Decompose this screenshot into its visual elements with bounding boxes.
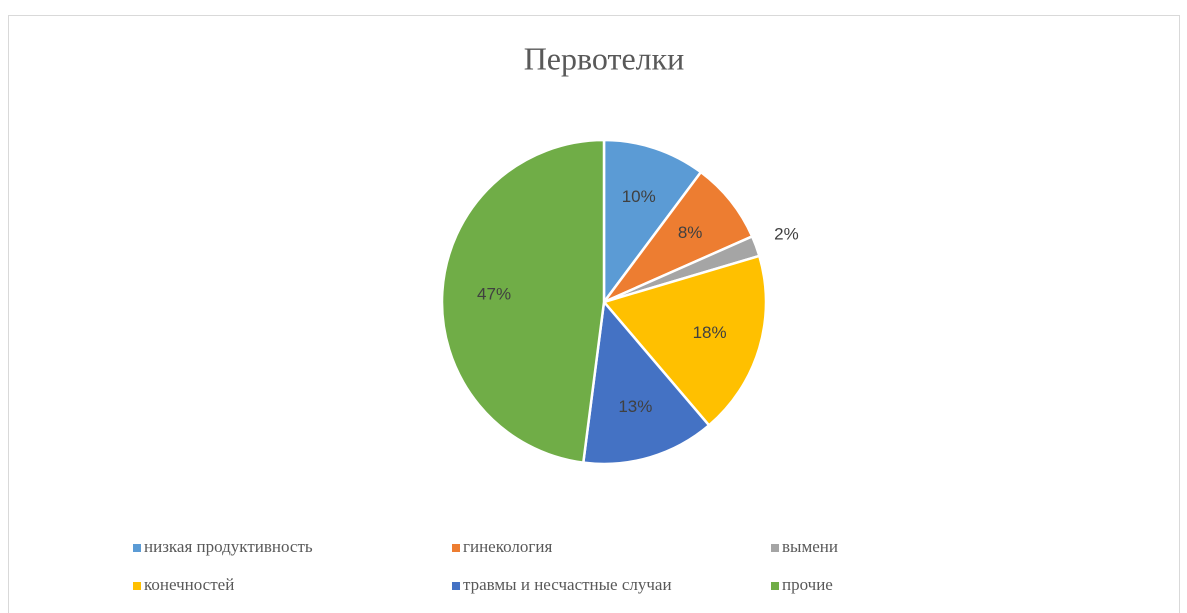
- legend-swatch: [771, 544, 779, 552]
- data-label: 10%: [622, 187, 656, 206]
- data-label: 13%: [618, 397, 652, 416]
- data-label: 18%: [693, 323, 727, 342]
- legend-label: травмы и несчастные случаи: [463, 575, 672, 594]
- chart-title: Первотелки: [524, 40, 685, 76]
- data-label: 2%: [774, 224, 799, 243]
- legend-label: вымени: [782, 537, 838, 556]
- legend-swatch: [452, 544, 460, 552]
- pie-slice: [602, 138, 703, 306]
- legend-swatch: [452, 582, 460, 590]
- legend-swatch: [771, 582, 779, 590]
- legend-swatch: [133, 582, 141, 590]
- legend-swatch: [133, 544, 141, 552]
- pie-slice: [581, 299, 711, 466]
- legend-label: гинекология: [463, 537, 552, 556]
- data-label: 8%: [678, 223, 703, 242]
- legend-label: низкая продуктивность: [144, 537, 313, 556]
- legend-label: конечностей: [144, 575, 234, 594]
- legend-label: прочие: [782, 575, 833, 594]
- pie-slice: [440, 138, 606, 465]
- pie-slice: [601, 254, 768, 428]
- data-label: 47%: [477, 284, 511, 303]
